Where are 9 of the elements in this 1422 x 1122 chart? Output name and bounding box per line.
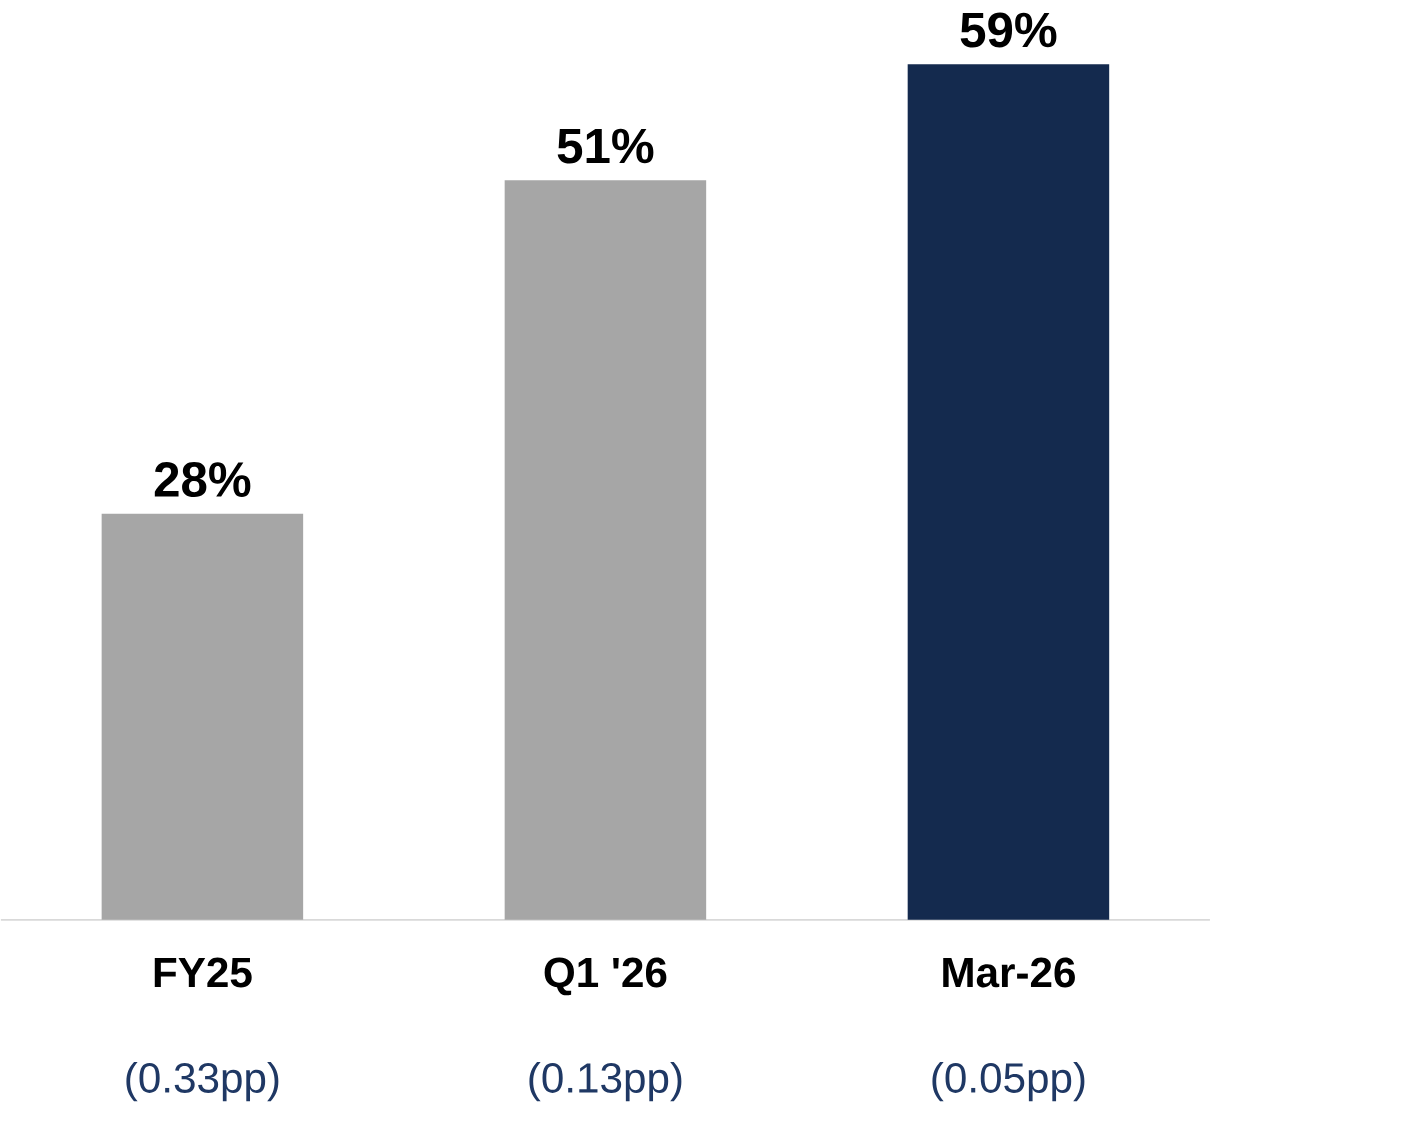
data-label: 59% xyxy=(960,12,1057,48)
text: (0.13pp) xyxy=(529,1061,682,1102)
text: (0.05pp) xyxy=(932,1061,1085,1102)
x-tick-label: Mar-26 xyxy=(943,957,1075,988)
x-tick-label: Q1 '26 xyxy=(544,957,667,996)
data-label: 28% xyxy=(154,462,251,497)
x-tick-label: FY25 xyxy=(154,957,252,988)
text: (0.33pp) xyxy=(126,1061,279,1102)
data-label: 51% xyxy=(557,128,654,164)
